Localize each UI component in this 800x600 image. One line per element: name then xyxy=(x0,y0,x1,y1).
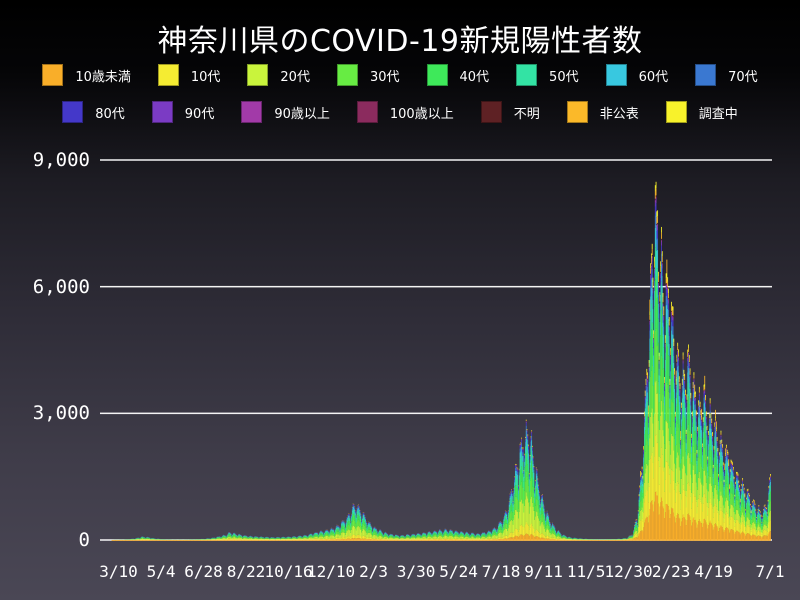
legend-swatch-icon xyxy=(566,101,588,123)
legend-item-label: 80代 xyxy=(95,106,125,122)
legend-item-label: 調査中 xyxy=(698,106,738,122)
legend-swatch-icon xyxy=(480,101,502,123)
legend-swatch-icon xyxy=(151,101,173,123)
legend-swatch-icon xyxy=(247,64,269,86)
y-axis-tick-label: 6,000 xyxy=(32,275,90,298)
x-axis-tick-label: 6/28 xyxy=(184,562,223,581)
legend-item-label: 10代 xyxy=(190,69,221,85)
x-axis-tick-label: 9/11 xyxy=(524,562,563,581)
x-axis-tick-label: 2/23 xyxy=(651,562,691,581)
legend-item-label: 10歳未満 xyxy=(75,69,131,85)
y-axis-tick-label: 3,000 xyxy=(32,402,90,425)
x-axis-tick-label: 5/24 xyxy=(439,562,478,581)
legend-swatch-icon xyxy=(605,64,627,86)
legend-item-label: 60代 xyxy=(638,69,669,85)
legend-swatch-icon xyxy=(516,64,538,86)
legend-swatch-icon xyxy=(356,101,378,123)
legend-item-label: 不明 xyxy=(513,106,540,122)
legend-item-label: 40代 xyxy=(459,69,490,85)
legend-row-2: 80代 90代 90歳以上 100歳以上 不明 非公表 調査中 xyxy=(0,101,800,123)
x-axis-tick-label: 4/19 xyxy=(694,562,733,581)
chart-plot-canvas xyxy=(100,148,772,542)
legend-item: 20代 xyxy=(247,64,310,86)
legend-item: 50代 xyxy=(516,64,579,86)
chart-title: 神奈川県のCOVID-19新規陽性者数 xyxy=(157,24,643,59)
x-axis-tick-label: 5/4 xyxy=(146,562,176,581)
y-axis-tick-label: 9,000 xyxy=(32,149,90,171)
legend-swatch-icon xyxy=(62,101,84,123)
legend-item: 80代 xyxy=(62,101,125,123)
legend-swatch-icon xyxy=(665,101,687,123)
legend-item: 10歳未満 xyxy=(42,64,131,86)
legend-swatch-icon xyxy=(42,64,64,86)
x-axis-tick-label: 12/10 xyxy=(306,562,356,581)
y-axis-labels: 0 3,000 6,000 9,000 xyxy=(0,0,90,600)
x-axis-tick-label: 10/16 xyxy=(264,562,313,581)
x-axis-tick-label: 8/22 xyxy=(226,562,266,581)
x-axis-tick-label: 12/30 xyxy=(604,562,653,581)
legend-item-label: 100歳以上 xyxy=(389,106,454,122)
legend-item: 100歳以上 xyxy=(356,101,454,123)
legend-item: 90歳以上 xyxy=(241,101,330,123)
legend-item: 70代 xyxy=(695,64,758,86)
legend-item-label: 90歳以上 xyxy=(274,106,330,122)
legend-item: 60代 xyxy=(605,64,669,86)
legend-swatch-icon xyxy=(241,101,263,123)
legend-item-label: 90代 xyxy=(184,106,215,122)
legend-item: 90代 xyxy=(151,101,215,123)
legend-item-label: 非公表 xyxy=(599,106,639,122)
x-axis-tick-label: 3/30 xyxy=(396,562,436,581)
legend-swatch-icon xyxy=(157,64,179,86)
legend-swatch-icon xyxy=(695,64,717,86)
legend-item: 10代 xyxy=(157,64,221,86)
x-axis-tick-label: 11/5 xyxy=(566,562,606,581)
legend-item-label: 50代 xyxy=(549,69,579,85)
x-axis-tick-label: 7/1 xyxy=(755,562,785,581)
legend-item: 40代 xyxy=(426,64,490,86)
legend-item-label: 30代 xyxy=(369,69,400,85)
legend-swatch-icon xyxy=(426,64,448,86)
x-axis-tick-label: 7/18 xyxy=(481,562,521,581)
x-axis-labels: 3/10 5/4 6/28 8/22 10/16 12/10 2/3 3/30 5/24 7/18… xyxy=(0,562,800,586)
y-axis-tick-label: 0 xyxy=(78,529,90,551)
legend-row-1: 10歳未満 10代 20代 30代 40代 50代 60代 70代 xyxy=(0,64,800,86)
legend-swatch-icon xyxy=(336,64,358,86)
legend-item: 調査中 xyxy=(665,101,738,123)
legend-item-label: 70代 xyxy=(728,69,758,85)
x-axis-tick-label: 2/3 xyxy=(359,562,389,581)
legend-item-label: 20代 xyxy=(280,69,310,85)
legend-item: 不明 xyxy=(480,101,540,123)
legend-item: 30代 xyxy=(336,64,400,86)
x-axis-tick-label: 3/10 xyxy=(99,562,138,581)
legend-item: 非公表 xyxy=(566,101,639,123)
